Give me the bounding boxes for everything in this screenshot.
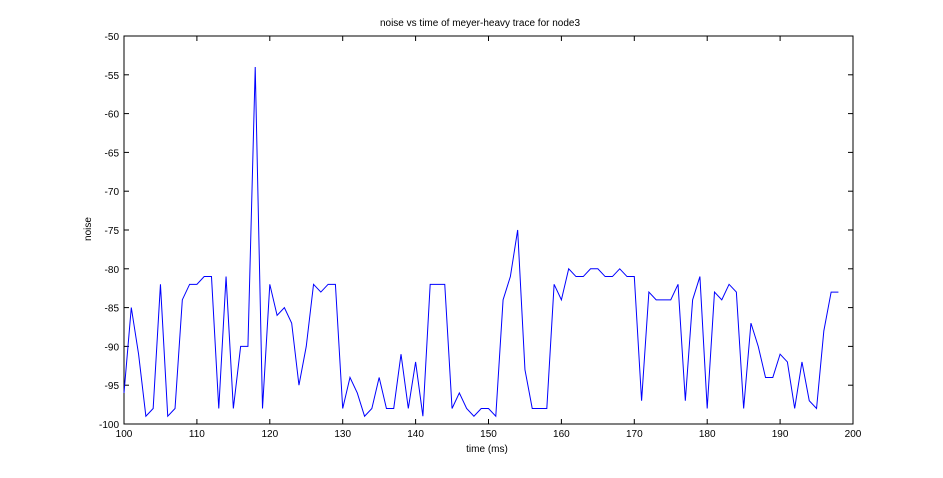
y-tick-label: -55 — [105, 71, 120, 82]
x-tick-label: 190 — [772, 429, 789, 440]
x-tick-label: 170 — [626, 429, 643, 440]
plot-area: 100 110 120 130 140 150 160 170 180 190 200 -50 -55 -… — [99, 32, 862, 440]
y-tick-label: -95 — [105, 381, 120, 392]
x-tick-label: 110 — [189, 429, 205, 440]
x-tick-label: 150 — [480, 429, 497, 440]
y-tick-label: -60 — [105, 110, 120, 121]
series-line — [123, 67, 839, 418]
y-tick-label: -50 — [105, 32, 120, 43]
x-tick-label: 140 — [407, 429, 424, 440]
x-tick-label: 180 — [699, 429, 716, 440]
y-tick-label: -85 — [105, 304, 120, 315]
y-tick-label: -80 — [105, 265, 120, 276]
x-tick-label: 130 — [334, 429, 351, 440]
y-tick-label: -65 — [105, 148, 120, 159]
x-tick-label: 120 — [261, 429, 278, 440]
x-axis-title: time (ms) — [466, 444, 508, 455]
y-tick-label: -70 — [105, 187, 120, 198]
x-tick-label: 100 — [116, 429, 133, 440]
chart-title: noise vs time of meyer-heavy trace for n… — [380, 18, 581, 29]
x-tick-label: 200 — [845, 429, 862, 440]
y-tick-label: -100 — [99, 420, 119, 431]
x-tick-label: 160 — [553, 429, 570, 440]
y-tick-label: -90 — [105, 342, 120, 353]
y-axis-title: noise — [83, 217, 94, 241]
y-tick-label: -75 — [105, 226, 120, 237]
